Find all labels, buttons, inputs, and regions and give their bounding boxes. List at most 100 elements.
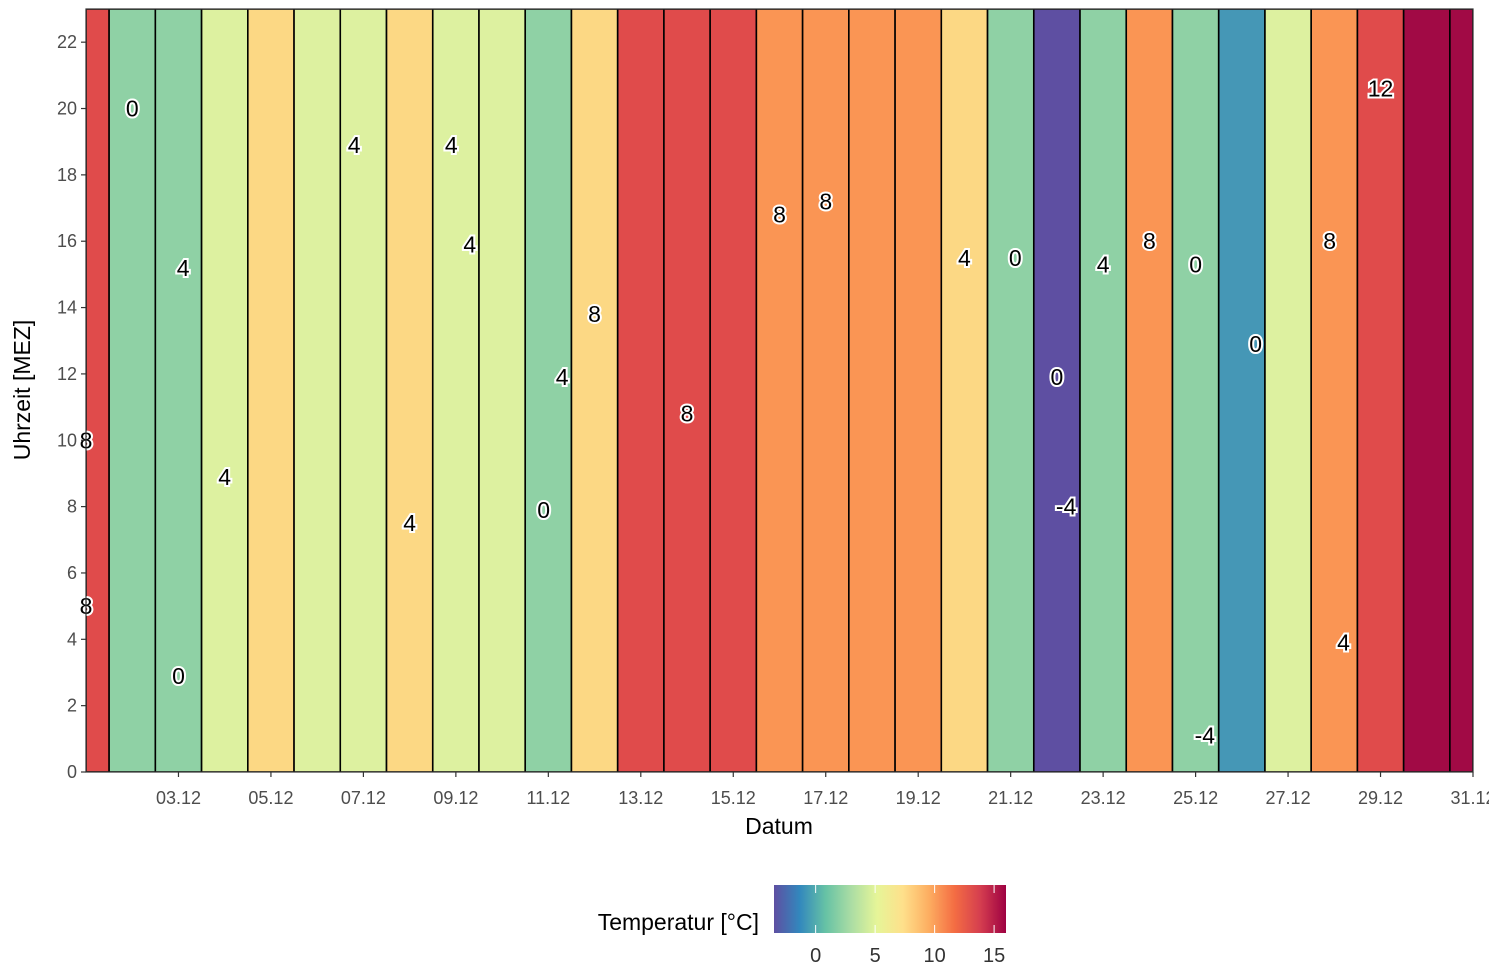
x-tick-label: 17.12 — [803, 788, 848, 808]
legend-title: Temperatur [°C] — [598, 909, 759, 935]
legend-tick-label: 15 — [983, 945, 1005, 967]
contour-label: 8 — [588, 301, 601, 327]
legend-tick-label: 5 — [870, 945, 881, 967]
x-tick-label: 09.12 — [433, 788, 478, 808]
contour-label: 4 — [177, 255, 190, 281]
y-tick-label: 16 — [57, 231, 77, 251]
contour-label: 0 — [1189, 251, 1202, 277]
y-tick-label: 6 — [67, 563, 77, 583]
contour-band — [755, 9, 804, 772]
contour-band — [1079, 9, 1128, 772]
panel-border — [85, 8, 1474, 773]
contour-band — [524, 9, 573, 772]
contour-label: 8 — [773, 202, 786, 228]
contour-label: 4 — [463, 232, 476, 258]
contour-label: 0 — [1051, 364, 1064, 390]
contour-label: 0 — [172, 663, 185, 689]
x-tick-label: 29.12 — [1358, 788, 1403, 808]
legend-tick-label: 10 — [923, 945, 945, 967]
y-axis: 0 2 4 6 8 10 12 14 16 18 20 22 — [57, 32, 86, 782]
y-tick-label: 12 — [57, 364, 77, 384]
contour-label: 4 — [958, 245, 971, 271]
contour-band — [709, 9, 758, 772]
x-axis-title: Datum — [745, 813, 813, 839]
y-tick-label: 18 — [57, 165, 77, 185]
contour-band — [293, 9, 342, 772]
contour-band — [478, 9, 527, 772]
x-tick-label: 13.12 — [618, 788, 663, 808]
contour-band — [1264, 9, 1312, 772]
y-tick-label: 2 — [67, 696, 77, 716]
y-tick-label: 4 — [67, 629, 77, 649]
contour-band — [86, 9, 110, 772]
contour-band — [616, 9, 665, 772]
x-tick-label: 11.12 — [526, 788, 570, 808]
contour-label: 8 — [681, 401, 694, 427]
contour-band — [385, 9, 434, 772]
contour-band — [200, 9, 249, 772]
contour-band — [570, 9, 619, 772]
legend-ticks: 0 5 10 15 — [810, 885, 1005, 967]
x-tick-label: 07.12 — [341, 788, 386, 808]
contour-label: 4 — [1337, 630, 1350, 656]
y-tick-label: 20 — [57, 99, 77, 119]
x-tick-label: 23.12 — [1081, 788, 1126, 808]
contour-band — [1310, 9, 1359, 772]
contour-band — [894, 9, 943, 772]
contour-band — [1171, 9, 1220, 772]
contour-label: -4 — [1056, 494, 1077, 520]
contour-band — [940, 9, 989, 772]
contour-band — [339, 9, 388, 772]
legend-tick-label: 0 — [810, 945, 821, 967]
y-tick-label: 14 — [57, 298, 77, 318]
contour-label: 0 — [1009, 245, 1022, 271]
contour-label: 4 — [218, 464, 231, 490]
contour-band — [108, 9, 157, 772]
y-tick-label: 8 — [67, 497, 77, 517]
legend-colorbar — [774, 885, 1006, 933]
x-tick-label: 25.12 — [1173, 788, 1218, 808]
contour-band — [848, 9, 896, 772]
contour-label: -4 — [1195, 723, 1216, 749]
contour-band — [1402, 9, 1451, 772]
contour-band — [663, 9, 711, 772]
contour-band — [1217, 9, 1266, 772]
contour-label: 4 — [403, 510, 416, 536]
x-tick-label: 27.12 — [1266, 788, 1311, 808]
contour-band — [247, 9, 295, 772]
y-tick-label: 22 — [57, 32, 77, 52]
contour-band — [1356, 9, 1405, 772]
contour-label: 0 — [126, 96, 139, 122]
y-axis-title: Uhrzeit [MEZ] — [9, 320, 35, 461]
contour-label: 8 — [1323, 228, 1336, 254]
contour-label: 4 — [445, 132, 458, 158]
contour-band — [986, 9, 1035, 772]
contour-label: 4 — [348, 132, 361, 158]
y-tick-label: 10 — [57, 430, 77, 450]
x-axis: 03.12 05.12 07.12 09.12 11.12 13.12 15.12 17.12… — [156, 772, 1489, 808]
contour-label: 12 — [1368, 76, 1394, 102]
contour-label: 8 — [819, 188, 832, 214]
x-tick-label: 03.12 — [156, 788, 201, 808]
contour-band — [1125, 9, 1174, 772]
x-tick-label: 21.12 — [988, 788, 1033, 808]
contour-label: 4 — [1097, 251, 1110, 277]
contour-band — [1032, 9, 1081, 772]
x-tick-label: 31.12 — [1450, 788, 1489, 808]
x-tick-label: 19.12 — [896, 788, 941, 808]
contour-band — [431, 9, 480, 772]
contour-band — [154, 9, 203, 772]
legend: Temperatur [°C] 0 5 10 15 — [598, 885, 1006, 967]
x-tick-label: 15.12 — [711, 788, 756, 808]
contour-fill-layer — [86, 9, 1473, 772]
contour-label: 8 — [1143, 228, 1156, 254]
x-tick-label: 05.12 — [248, 788, 293, 808]
y-tick-label: 0 — [67, 762, 77, 782]
contour-band — [1449, 9, 1473, 772]
contour-band — [801, 9, 850, 772]
contour-label: 0 — [1249, 331, 1262, 357]
contour-label: 0 — [537, 497, 550, 523]
contour-label: 4 — [556, 364, 569, 390]
